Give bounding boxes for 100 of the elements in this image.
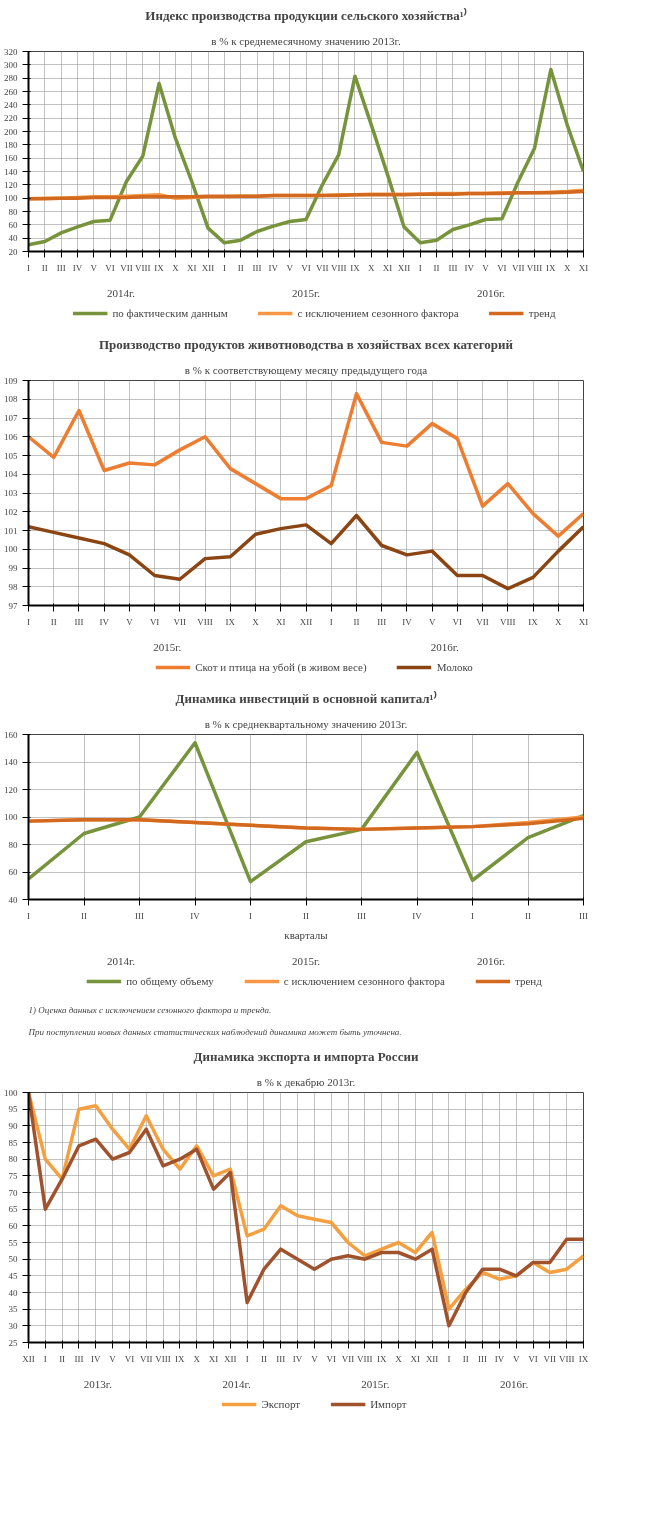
x-tick-label: V bbox=[126, 616, 134, 627]
y-tick-label: 30 bbox=[8, 1320, 18, 1331]
text: 2013г. bbox=[83, 1377, 113, 1390]
text: 2015г. bbox=[291, 286, 321, 299]
x-tick-label: V bbox=[109, 1353, 117, 1364]
x-tick-label: II bbox=[462, 1353, 469, 1364]
x-tick-label: VII bbox=[173, 616, 187, 627]
x-tick-label: III bbox=[478, 1353, 488, 1364]
x-tick-label: XII bbox=[397, 262, 411, 273]
x-tick-label: II bbox=[41, 262, 48, 273]
text: 2014г. bbox=[106, 954, 136, 967]
legend-label: тренд bbox=[528, 307, 556, 319]
legend-label: тренд bbox=[515, 975, 542, 987]
x-tick-label: V bbox=[311, 1353, 319, 1364]
y-tick-label: 180 bbox=[4, 139, 18, 150]
y-tick-label: 140 bbox=[4, 757, 18, 767]
x-tick-label: XI bbox=[578, 262, 589, 273]
y-tick-label: 85 bbox=[8, 1137, 18, 1148]
y-tick-label: 60 bbox=[8, 867, 18, 877]
x-tick-label: III bbox=[579, 910, 588, 921]
x-tick-label: IV bbox=[268, 262, 279, 273]
text: 2014г. bbox=[222, 1377, 251, 1390]
x-tick-label: VIII bbox=[357, 1353, 373, 1364]
y-tick-label: 95 bbox=[8, 1104, 18, 1115]
x-tick-label: V bbox=[428, 616, 436, 627]
y-tick-label: 100 bbox=[4, 193, 18, 204]
x-tick-label: II bbox=[433, 262, 440, 273]
x-tick-label: IV bbox=[91, 1353, 102, 1364]
y-tick-label: 101 bbox=[4, 525, 18, 536]
x-tick-label: III bbox=[357, 910, 366, 921]
x-tick-label: I bbox=[418, 262, 422, 273]
x-tick-label: VII bbox=[139, 1353, 153, 1364]
legend-label: Импорт bbox=[370, 1398, 407, 1410]
x-tick-label: I bbox=[27, 910, 30, 921]
y-tick-label: 100 bbox=[4, 544, 18, 555]
x-tick-label: XII bbox=[201, 262, 215, 273]
y-tick-label: 107 bbox=[4, 413, 18, 423]
x-tick-label: II bbox=[260, 1353, 267, 1364]
y-tick-label: 80 bbox=[8, 839, 18, 850]
y-tick-label: 40 bbox=[8, 894, 18, 905]
legend-label: Молоко bbox=[436, 661, 473, 673]
x-tick-label: VI bbox=[105, 262, 115, 273]
y-tick-label: 100 bbox=[4, 1087, 18, 1098]
x-tick-label: VII bbox=[543, 1353, 557, 1364]
x-tick-label: IV bbox=[402, 616, 413, 627]
x-tick-label: X bbox=[563, 262, 571, 273]
chart-title: Динамика экспорта и импорта России bbox=[193, 1048, 419, 1064]
text: 1) Оценка данных с исключением сезонного фактора и тренда. bbox=[28, 1004, 272, 1015]
x-tick-label: XI bbox=[382, 262, 393, 273]
x-tick-label: VII bbox=[316, 262, 329, 273]
y-tick-label: 102 bbox=[4, 506, 18, 517]
y-tick-label: 65 bbox=[8, 1204, 18, 1215]
text: 2016г. bbox=[500, 1377, 529, 1390]
x-tick-label: VIII bbox=[155, 1353, 171, 1364]
x-tick-label: IV bbox=[412, 910, 423, 921]
y-tick-label: 97 bbox=[8, 600, 18, 611]
chart-title: Индекс производства продукции сельского хозяйства¹⁾ bbox=[145, 6, 467, 23]
x-tick-label: IV bbox=[494, 1353, 505, 1364]
y-tick-label: 280 bbox=[4, 73, 18, 84]
text: 2015г. bbox=[153, 640, 182, 653]
x-tick-label: VIII bbox=[330, 262, 347, 273]
x-tick-label: II bbox=[303, 910, 309, 921]
y-tick-label: 106 bbox=[4, 431, 18, 442]
x-tick-label: I bbox=[43, 1353, 47, 1364]
y-tick-label: 20 bbox=[8, 246, 18, 257]
x-tick-label: IX bbox=[175, 1353, 186, 1364]
y-tick-label: 45 bbox=[8, 1270, 18, 1281]
x-tick-label: X bbox=[368, 262, 376, 273]
legend-label: Скот и птица на убой (в живом весе) bbox=[195, 661, 367, 673]
y-tick-label: 98 bbox=[8, 581, 18, 592]
x-tick-label: XII bbox=[22, 1353, 35, 1364]
x-tick-label: VI bbox=[124, 1353, 135, 1364]
y-tick-label: 120 bbox=[4, 784, 18, 795]
x-tick-label: IX bbox=[154, 262, 165, 273]
x-tick-label: IX bbox=[578, 1353, 589, 1364]
x-tick-label: III bbox=[74, 616, 84, 627]
x-tick-label: III bbox=[56, 262, 66, 273]
y-tick-label: 90 bbox=[8, 1120, 18, 1131]
y-tick-label: 80 bbox=[8, 206, 18, 217]
chart-subtitle: в % к декабрю 2013г. bbox=[256, 1075, 356, 1088]
x-tick-label: III bbox=[135, 910, 144, 921]
x-tick-label: VIII bbox=[526, 262, 543, 273]
y-tick-label: 240 bbox=[4, 99, 18, 110]
x-tick-label: XII bbox=[224, 1353, 237, 1364]
text: 2016г. bbox=[476, 954, 506, 967]
x-tick-label: VIII bbox=[135, 262, 151, 273]
y-tick-label: 104 bbox=[4, 469, 18, 480]
x-tick-label: XII bbox=[425, 1353, 439, 1364]
legend-label: по фактическим данным bbox=[112, 307, 228, 319]
x-tick-label: I bbox=[447, 1353, 451, 1364]
x-tick-label: VII bbox=[120, 262, 133, 273]
x-tick-label: X bbox=[555, 616, 563, 627]
x-tick-label: II bbox=[237, 262, 244, 273]
x-tick-label: IV bbox=[99, 616, 110, 627]
text: При поступлении новых данных статистических наблюдений динамика может быть уточнена. bbox=[27, 1026, 402, 1037]
x-tick-label: VI bbox=[497, 262, 507, 273]
chart-subtitle: в % к среднемесячному значению 2013г. bbox=[211, 34, 401, 47]
legend-label: Экспорт bbox=[261, 1398, 301, 1410]
x-tick-label: VI bbox=[301, 262, 311, 273]
x-tick-label: V bbox=[512, 1353, 520, 1364]
